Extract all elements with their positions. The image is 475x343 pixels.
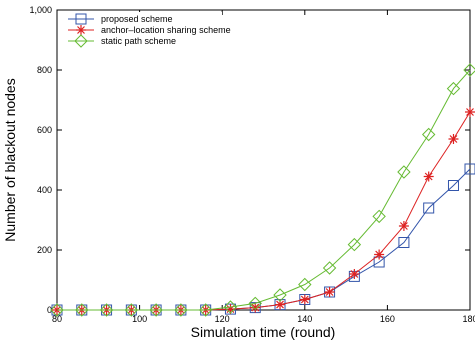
y-tick-label: 1,000 — [29, 5, 52, 15]
plot-frame — [56, 9, 471, 311]
x-axis-title: Simulation time (round) — [191, 324, 336, 340]
data-point — [298, 277, 312, 292]
data-point — [99, 303, 114, 317]
series-layer — [50, 63, 475, 317]
data-point — [174, 303, 188, 317]
data-point — [324, 287, 335, 297]
data-point — [322, 261, 337, 275]
data-point — [446, 81, 461, 96]
data-point — [423, 202, 435, 214]
data-point — [198, 303, 213, 317]
data-point — [463, 63, 475, 77]
y-tick-label: 400 — [37, 185, 52, 195]
data-point — [465, 107, 475, 117]
series-1 — [51, 163, 475, 316]
data-point — [250, 302, 261, 313]
data-point — [75, 13, 87, 25]
axis-ticks: 80 100 120 140 160 180 0 200 400 600 800 1,000 — [29, 5, 475, 324]
data-point — [374, 249, 385, 260]
legend-item: proposed scheme — [68, 13, 173, 25]
data-point — [397, 165, 411, 179]
data-point — [223, 300, 238, 314]
data-point — [149, 303, 163, 317]
y-tick-label: 600 — [37, 125, 52, 135]
data-point — [447, 180, 459, 191]
x-tick-label: 120 — [215, 314, 230, 324]
data-point — [398, 221, 409, 231]
x-tick-label: 180 — [462, 314, 475, 324]
data-point — [50, 303, 64, 317]
y-axis-title: Number of blackout nodes — [2, 78, 18, 241]
data-point — [248, 296, 262, 311]
series-line — [57, 69, 471, 311]
data-point — [349, 269, 360, 279]
y-tick-label: 0 — [47, 305, 52, 315]
series-3 — [50, 63, 475, 317]
legend-label: proposed scheme — [101, 14, 173, 24]
legend-item: static path scheme — [68, 34, 176, 48]
data-point — [76, 25, 86, 35]
x-tick-label: 100 — [132, 314, 147, 324]
legend-item: anchor–location sharing scheme — [68, 25, 231, 35]
data-point — [464, 163, 475, 175]
x-tick-label: 140 — [297, 314, 312, 324]
series-2 — [52, 107, 475, 315]
data-point — [398, 237, 410, 248]
data-point — [347, 237, 362, 252]
data-point — [75, 303, 89, 317]
legend-label: anchor–location sharing scheme — [101, 25, 231, 35]
data-point — [124, 303, 139, 317]
y-tick-label: 800 — [37, 65, 52, 75]
x-tick-label: 80 — [52, 314, 62, 324]
series-line — [57, 168, 471, 311]
data-point — [273, 288, 287, 302]
legend-label: static path scheme — [101, 36, 176, 46]
data-point — [423, 171, 434, 182]
data-point — [421, 127, 436, 142]
y-tick-label: 200 — [37, 245, 52, 255]
x-tick-label: 160 — [380, 314, 395, 324]
data-point — [372, 209, 386, 224]
data-point — [275, 299, 286, 310]
data-point — [74, 34, 88, 48]
data-point — [225, 304, 236, 315]
data-point — [299, 294, 310, 305]
series-line — [57, 111, 471, 311]
data-point — [448, 134, 459, 144]
